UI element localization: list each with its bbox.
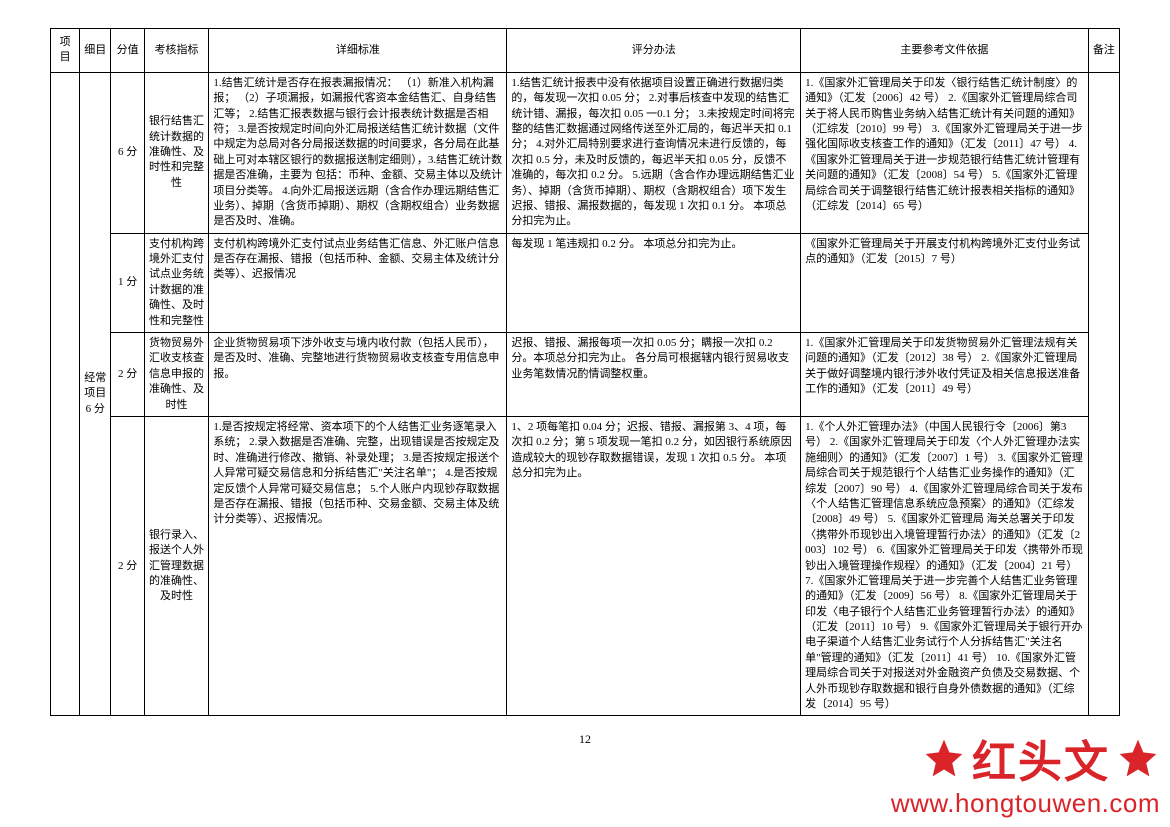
th-score: 分值 xyxy=(111,29,144,73)
assessment-table: 项目 细目 分值 考核指标 详细标准 评分办法 主要参考文件依据 备注 经常 项… xyxy=(50,28,1120,716)
th-project: 项目 xyxy=(51,29,80,73)
standard-cell: 1.结售汇统计是否存在报表漏报情况： （1）新准入机构漏报； （2）子项漏报，如… xyxy=(209,72,507,233)
standard-cell: 1.是否按规定将经常、资本项下的个人结售汇业务逐笔录入系统； 2.录入数据是否准… xyxy=(209,416,507,715)
indicator-cell: 货物贸易外汇收支核查信息申报的准确性、及时性 xyxy=(144,333,209,417)
header-row: 项目 细目 分值 考核指标 详细标准 评分办法 主要参考文件依据 备注 xyxy=(51,29,1120,73)
project-cell xyxy=(51,72,80,716)
page-container: 项目 细目 分值 考核指标 详细标准 评分办法 主要参考文件依据 备注 经常 项… xyxy=(0,0,1170,716)
method-cell: 每发现 1 笔违规扣 0.2 分。 本项总分扣完为止。 xyxy=(507,233,801,332)
score-cell: 2 分 xyxy=(111,416,144,715)
reference-cell: 《国家外汇管理局关于开展支付机构跨境外汇支付业务试点的通知》（汇发〔2015〕7… xyxy=(801,233,1089,332)
reference-cell: 1.《国家外汇管理局关于印发货物贸易外汇管理法规有关问题的通知》（汇发〔2012… xyxy=(801,333,1089,417)
th-reference: 主要参考文件依据 xyxy=(801,29,1089,73)
method-cell: 1、2 项每笔扣 0.04 分；迟报、错报、漏报第 3、4 项，每次扣 0.2 … xyxy=(507,416,801,715)
reference-cell: 1.《个人外汇管理办法》（中国人民银行令〔2006〕第3 号） 2.《国家外汇管… xyxy=(801,416,1089,715)
reference-cell: 1.《国家外汇管理局关于印发〈银行结售汇统计制度〉的通知》（汇发〔2006〕42… xyxy=(801,72,1089,233)
th-method: 评分办法 xyxy=(507,29,801,73)
th-detail: 细目 xyxy=(80,29,111,73)
score-cell: 2 分 xyxy=(111,333,144,417)
indicator-cell: 银行结售汇统计数据的准确性、及时性和完整性 xyxy=(144,72,209,233)
th-standard: 详细标准 xyxy=(209,29,507,73)
standard-cell: 支付机构跨境外汇支付试点业务结售汇信息、外汇账户信息是否存在漏报、错报（包括币种… xyxy=(209,233,507,332)
indicator-cell: 银行录入、报送个人外汇管理数据的准确性、及时性 xyxy=(144,416,209,715)
detail-group-cell: 经常 项目 6 分 xyxy=(80,72,111,716)
table-row: 2 分 银行录入、报送个人外汇管理数据的准确性、及时性 1.是否按规定将经常、资… xyxy=(51,416,1120,715)
method-cell: 1.结售汇统计报表中没有依据项目设置正确进行数据归类的，每发现一次扣 0.05 … xyxy=(507,72,801,233)
watermark-url: www.hongtouwen.com xyxy=(891,788,1160,819)
score-cell: 6 分 xyxy=(111,72,144,233)
table-row: 2 分 货物贸易外汇收支核查信息申报的准确性、及时性 企业货物贸易项下涉外收支与… xyxy=(51,333,1120,417)
th-note: 备注 xyxy=(1088,29,1119,73)
th-indicator: 考核指标 xyxy=(144,29,209,73)
table-row: 1 分 支付机构跨境外汇支付试点业务统计数据的准确性、及时性和完整性 支付机构跨… xyxy=(51,233,1120,332)
page-number: 12 xyxy=(0,732,1170,747)
score-cell: 1 分 xyxy=(111,233,144,332)
method-cell: 迟报、错报、漏报每项一次扣 0.05 分；瞒报一次扣 0.2 分。本项总分扣完为… xyxy=(507,333,801,417)
table-row: 经常 项目 6 分 6 分 银行结售汇统计数据的准确性、及时性和完整性 1.结售… xyxy=(51,72,1120,233)
indicator-cell: 支付机构跨境外汇支付试点业务统计数据的准确性、及时性和完整性 xyxy=(144,233,209,332)
standard-cell: 企业货物贸易项下涉外收支与境内收付款（包括人民币），是否及时、准确、完整地进行货… xyxy=(209,333,507,417)
note-cell xyxy=(1088,72,1119,716)
